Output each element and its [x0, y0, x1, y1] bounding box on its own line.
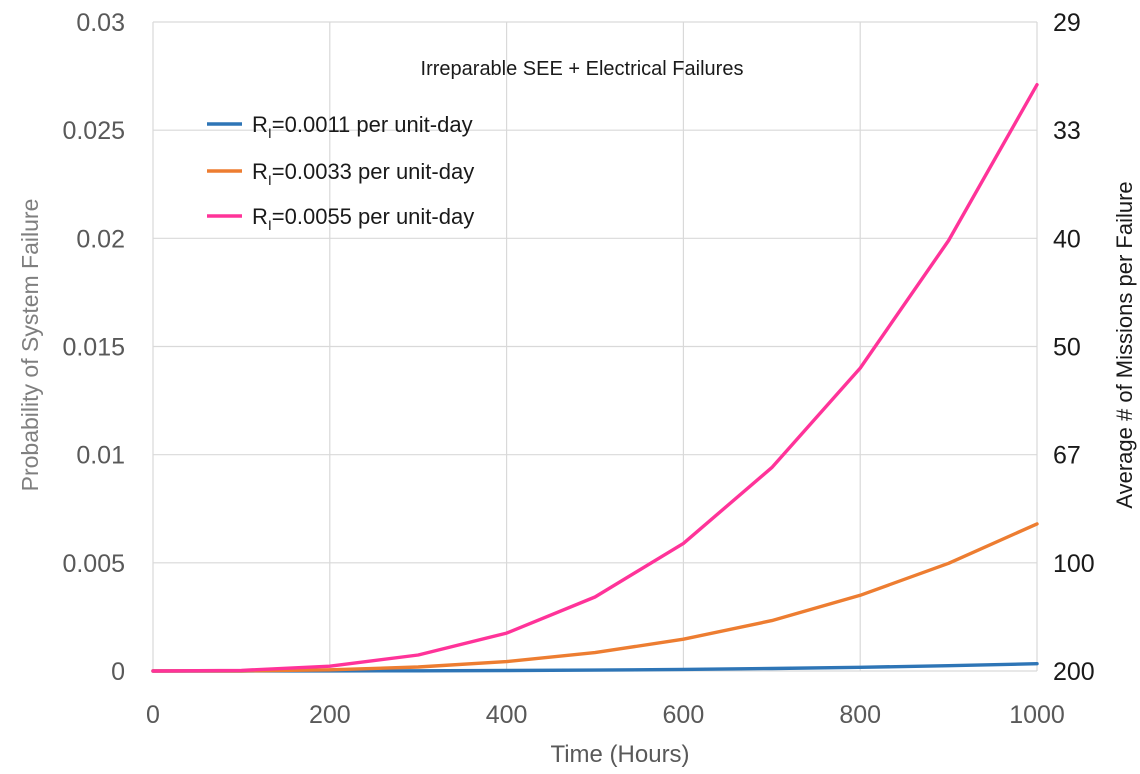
x-tick-label: 800 [839, 701, 881, 729]
chart-title: Irreparable SEE + Electrical Failures [421, 58, 744, 80]
series-lines [151, 83, 1039, 673]
y-axis-label: Probability of System Failure [17, 199, 43, 492]
tick-labels: 0 200 0.005 100 0.01 67 0.015 50 0.02 40 0.025 33 0.… [62, 9, 1094, 729]
y2-axis-label: Average # of Missions per Failure [1112, 181, 1137, 508]
legend-item: RI=0.0011 per unit-day [207, 112, 473, 141]
legend: RI=0.0011 per unit-day RI=0.0033 per uni… [207, 112, 474, 233]
y2-tick-label: 40 [1053, 225, 1081, 253]
legend-label: RI=0.0011 per unit-day [252, 112, 473, 141]
y-tick-label: 0 [111, 658, 125, 686]
y-tick-label: 0.005 [62, 550, 125, 578]
x-axis-label: Time (Hours) [550, 741, 689, 768]
grid [152, 21, 1038, 672]
legend-label: RI=0.0033 per unit-day [252, 159, 474, 188]
legend-item: RI=0.0033 per unit-day [207, 159, 474, 188]
x-tick-label: 200 [309, 701, 351, 729]
series-line [151, 83, 1039, 673]
x-tick-label: 400 [486, 701, 528, 729]
y2-tick-label: 100 [1053, 550, 1095, 578]
y-tick-label: 0.03 [76, 9, 125, 37]
y2-tick-label: 200 [1053, 658, 1095, 686]
x-tick-label: 1000 [1009, 701, 1065, 729]
y2-tick-label: 29 [1053, 9, 1081, 37]
y2-tick-label: 50 [1053, 334, 1081, 362]
x-tick-label: 600 [663, 701, 705, 729]
legend-label: RI=0.0055 per unit-day [252, 204, 474, 233]
y-tick-label: 0.01 [76, 442, 125, 470]
x-tick-label: 0 [146, 701, 160, 729]
y-tick-label: 0.02 [76, 225, 125, 253]
series-line [151, 522, 1039, 673]
y2-tick-label: 33 [1053, 117, 1081, 145]
y-tick-label: 0.025 [62, 117, 125, 145]
y2-tick-label: 67 [1053, 442, 1081, 470]
legend-item: RI=0.0055 per unit-day [207, 204, 474, 233]
y-tick-label: 0.015 [62, 334, 125, 362]
